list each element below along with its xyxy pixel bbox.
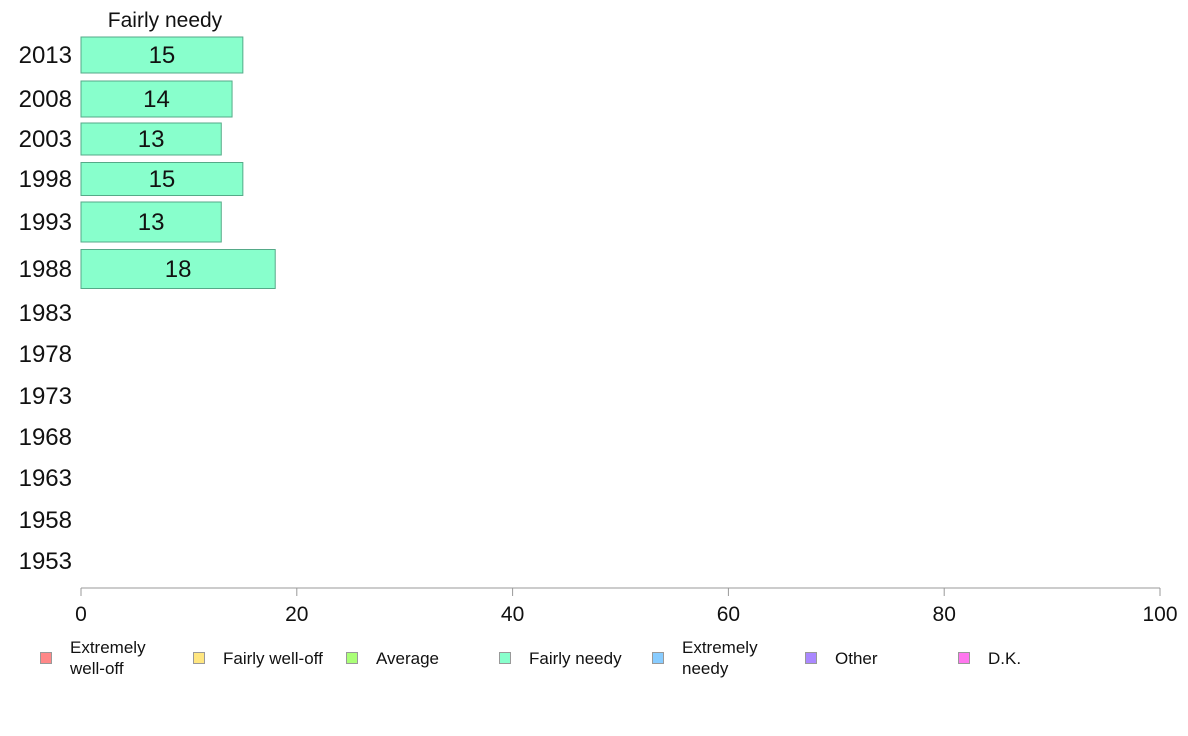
y-tick-label: 1953 xyxy=(19,548,72,575)
y-tick-label: 2003 xyxy=(19,126,72,153)
bar xyxy=(80,201,222,243)
y-tick-label: 1968 xyxy=(19,424,72,451)
legend-label: Average xyxy=(376,648,440,668)
y-tick-label: 2008 xyxy=(19,86,72,113)
legend-item: Other xyxy=(805,636,878,680)
bar-value-label: 13 xyxy=(138,209,165,236)
legend-label: Fairly well-off xyxy=(223,648,323,668)
y-tick-label: 1993 xyxy=(19,209,72,236)
legend-item: Average xyxy=(346,636,439,680)
bar xyxy=(80,122,222,156)
legend-swatch xyxy=(805,652,817,664)
legend-swatch xyxy=(346,652,358,664)
bar-value-label: 13 xyxy=(138,126,165,153)
legend-item: Fairly well-off xyxy=(193,636,323,680)
legend-label: Extremely needy xyxy=(682,638,758,678)
x-tick-label: 20 xyxy=(285,603,308,626)
x-axis: 0 20 40 60 80 100 xyxy=(75,587,1178,626)
x-tick-label: 40 xyxy=(501,603,524,626)
y-tick-label: 2013 xyxy=(19,42,72,69)
legend: Extremely well-off Fairly well-off Average… xyxy=(0,636,1188,686)
legend-swatch xyxy=(958,652,970,664)
y-tick-label: 1983 xyxy=(19,300,72,327)
bar xyxy=(80,80,233,118)
bar xyxy=(80,249,276,289)
y-tick-label: 1958 xyxy=(19,507,72,534)
legend-label: Extremely well-off xyxy=(70,638,146,678)
x-tick-label: 80 xyxy=(933,603,956,626)
y-axis-labels: 2013 2008 2003 1998 1993 1988 1983 1978 1973 1968… xyxy=(19,42,72,575)
legend-swatch xyxy=(193,652,205,664)
y-tick-label: 1978 xyxy=(19,341,72,368)
x-tick-label: 0 xyxy=(75,603,87,626)
x-tick-label: 60 xyxy=(717,603,740,626)
y-tick-label: 1973 xyxy=(19,383,72,410)
bar xyxy=(80,162,244,196)
legend-item: Fairly needy xyxy=(499,636,622,680)
legend-swatch xyxy=(40,652,52,664)
legend-label: Other xyxy=(835,648,878,668)
legend-label: D.K. xyxy=(988,648,1022,668)
legend-swatch xyxy=(499,652,511,664)
y-tick-label: 1998 xyxy=(19,166,72,193)
legend-label: Fairly needy xyxy=(529,648,622,668)
legend-item: Extremely well-off xyxy=(40,636,146,680)
x-tick-label: 100 xyxy=(1142,603,1177,626)
y-tick-label: 1963 xyxy=(19,465,72,492)
bar-value-label: 15 xyxy=(149,166,176,193)
chart-title: Fairly needy xyxy=(108,9,223,32)
bar-value-label: 18 xyxy=(165,256,192,283)
bar-value-label: 14 xyxy=(143,86,170,113)
legend-item: Extremely needy xyxy=(652,636,758,680)
bar xyxy=(80,36,244,74)
bar-value-label: 15 xyxy=(149,42,176,69)
y-tick-label: 1988 xyxy=(19,256,72,283)
legend-item: D.K. xyxy=(958,636,1021,680)
legend-swatch xyxy=(652,652,664,664)
